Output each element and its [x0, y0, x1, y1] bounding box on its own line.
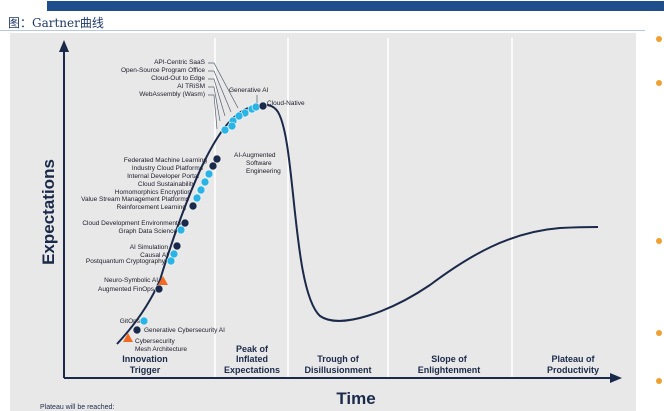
figure-caption: 图：Gartner曲线: [8, 16, 104, 30]
point-label: API-Centric SaaS: [154, 59, 206, 66]
phase-label: Inflated: [236, 354, 268, 364]
point-marker: [123, 333, 133, 342]
point-label: Generative AI: [229, 87, 269, 94]
leader-line: [208, 70, 232, 113]
point-label: Open-Source Program Office: [121, 67, 205, 74]
point-label: WebAssembly (Wasm): [139, 91, 205, 98]
point-marker: [180, 218, 190, 228]
leader-line: [208, 94, 218, 130]
phase-label: Trigger: [130, 365, 161, 375]
point-marker: [196, 185, 206, 195]
chart-panel: [10, 33, 636, 411]
side-bullet-dot: [656, 238, 662, 244]
point-label: Cybersecurity: [135, 338, 175, 345]
caption-divider: [0, 30, 645, 31]
point-marker: [139, 316, 149, 326]
leader-line: [208, 78, 226, 117]
point-label: Cloud Sustainability: [138, 181, 196, 188]
point-label: Generative Cybersecurity AI: [144, 327, 225, 334]
y-axis-label: Expectations: [39, 159, 58, 265]
point-label: Value Stream Management Platforms: [81, 196, 190, 203]
point-label: AI Simulation: [130, 244, 169, 251]
point-marker: [251, 102, 261, 112]
point-label: Reinforcement Learning: [117, 204, 187, 211]
point-label: Internal Developer Portal: [127, 173, 199, 180]
point-marker: [227, 121, 237, 131]
point-label: Neuro-Symbolic AI: [104, 277, 158, 284]
side-bullet-dot: [656, 330, 662, 336]
point-label: Cloud-Out to Edge: [151, 75, 205, 82]
leader-line: [208, 62, 239, 109]
y-axis-arrow: [59, 40, 69, 52]
point-label: Software: [246, 160, 272, 167]
point-label: Causal AI: [140, 252, 168, 259]
point-marker: [166, 256, 176, 266]
point-label: Augmented FinOps: [98, 286, 155, 293]
phase-label: Peak of: [236, 344, 269, 354]
point-marker: [176, 225, 186, 235]
point-marker: [258, 101, 268, 111]
hype-curve: [116, 103, 599, 345]
point-label: Homomorphics Encryption: [115, 189, 192, 196]
phase-label: Plateau of: [551, 354, 595, 364]
point-marker: [204, 169, 214, 179]
point-label: Mesh Architecture: [135, 346, 187, 353]
point-marker: [132, 325, 142, 335]
side-bullet-dot: [656, 378, 662, 384]
phase-label: Slope of: [431, 354, 468, 364]
phase-label: Expectations: [224, 365, 280, 375]
point-marker: [220, 125, 230, 135]
point-label: GitOps: [120, 318, 141, 325]
phase-label: Trough of: [317, 354, 359, 364]
top-banner-bar: [47, 1, 664, 11]
point-label: Cloud-Native: [267, 100, 305, 107]
point-label: Engineering: [246, 168, 281, 175]
phase-label: Productivity: [547, 365, 599, 375]
side-bullet-dot: [656, 80, 662, 86]
x-axis-label: Time: [336, 389, 375, 408]
x-axis-arrow: [610, 373, 622, 383]
leader-line: [208, 86, 221, 122]
point-marker: [158, 276, 168, 285]
phase-label: Innovation: [122, 354, 168, 364]
point-marker: [200, 177, 210, 187]
point-marker: [192, 193, 202, 203]
point-label: Graph Data Science: [118, 228, 177, 235]
point-label: Cloud Development Environments: [82, 220, 181, 227]
point-marker: [212, 154, 222, 164]
point-label: Federated Machine Learning: [124, 157, 207, 164]
phase-label: Disillusionment: [304, 365, 371, 375]
point-marker: [234, 111, 244, 121]
phase-label: Enlightenment: [418, 365, 481, 375]
point-marker: [188, 201, 198, 211]
point-marker: [172, 241, 182, 251]
point-label: Industry Cloud Platforms: [132, 165, 204, 172]
plateau-legend-text: Plateau will be reached:: [40, 404, 114, 411]
side-bullet-dot: [656, 36, 662, 42]
point-label: AI TRiSM: [177, 83, 205, 90]
point-marker: [154, 284, 164, 294]
point-marker: [208, 161, 218, 171]
point-label: AI-Augmented: [234, 152, 276, 159]
point-label: Postquantum Cryptography: [86, 258, 166, 265]
